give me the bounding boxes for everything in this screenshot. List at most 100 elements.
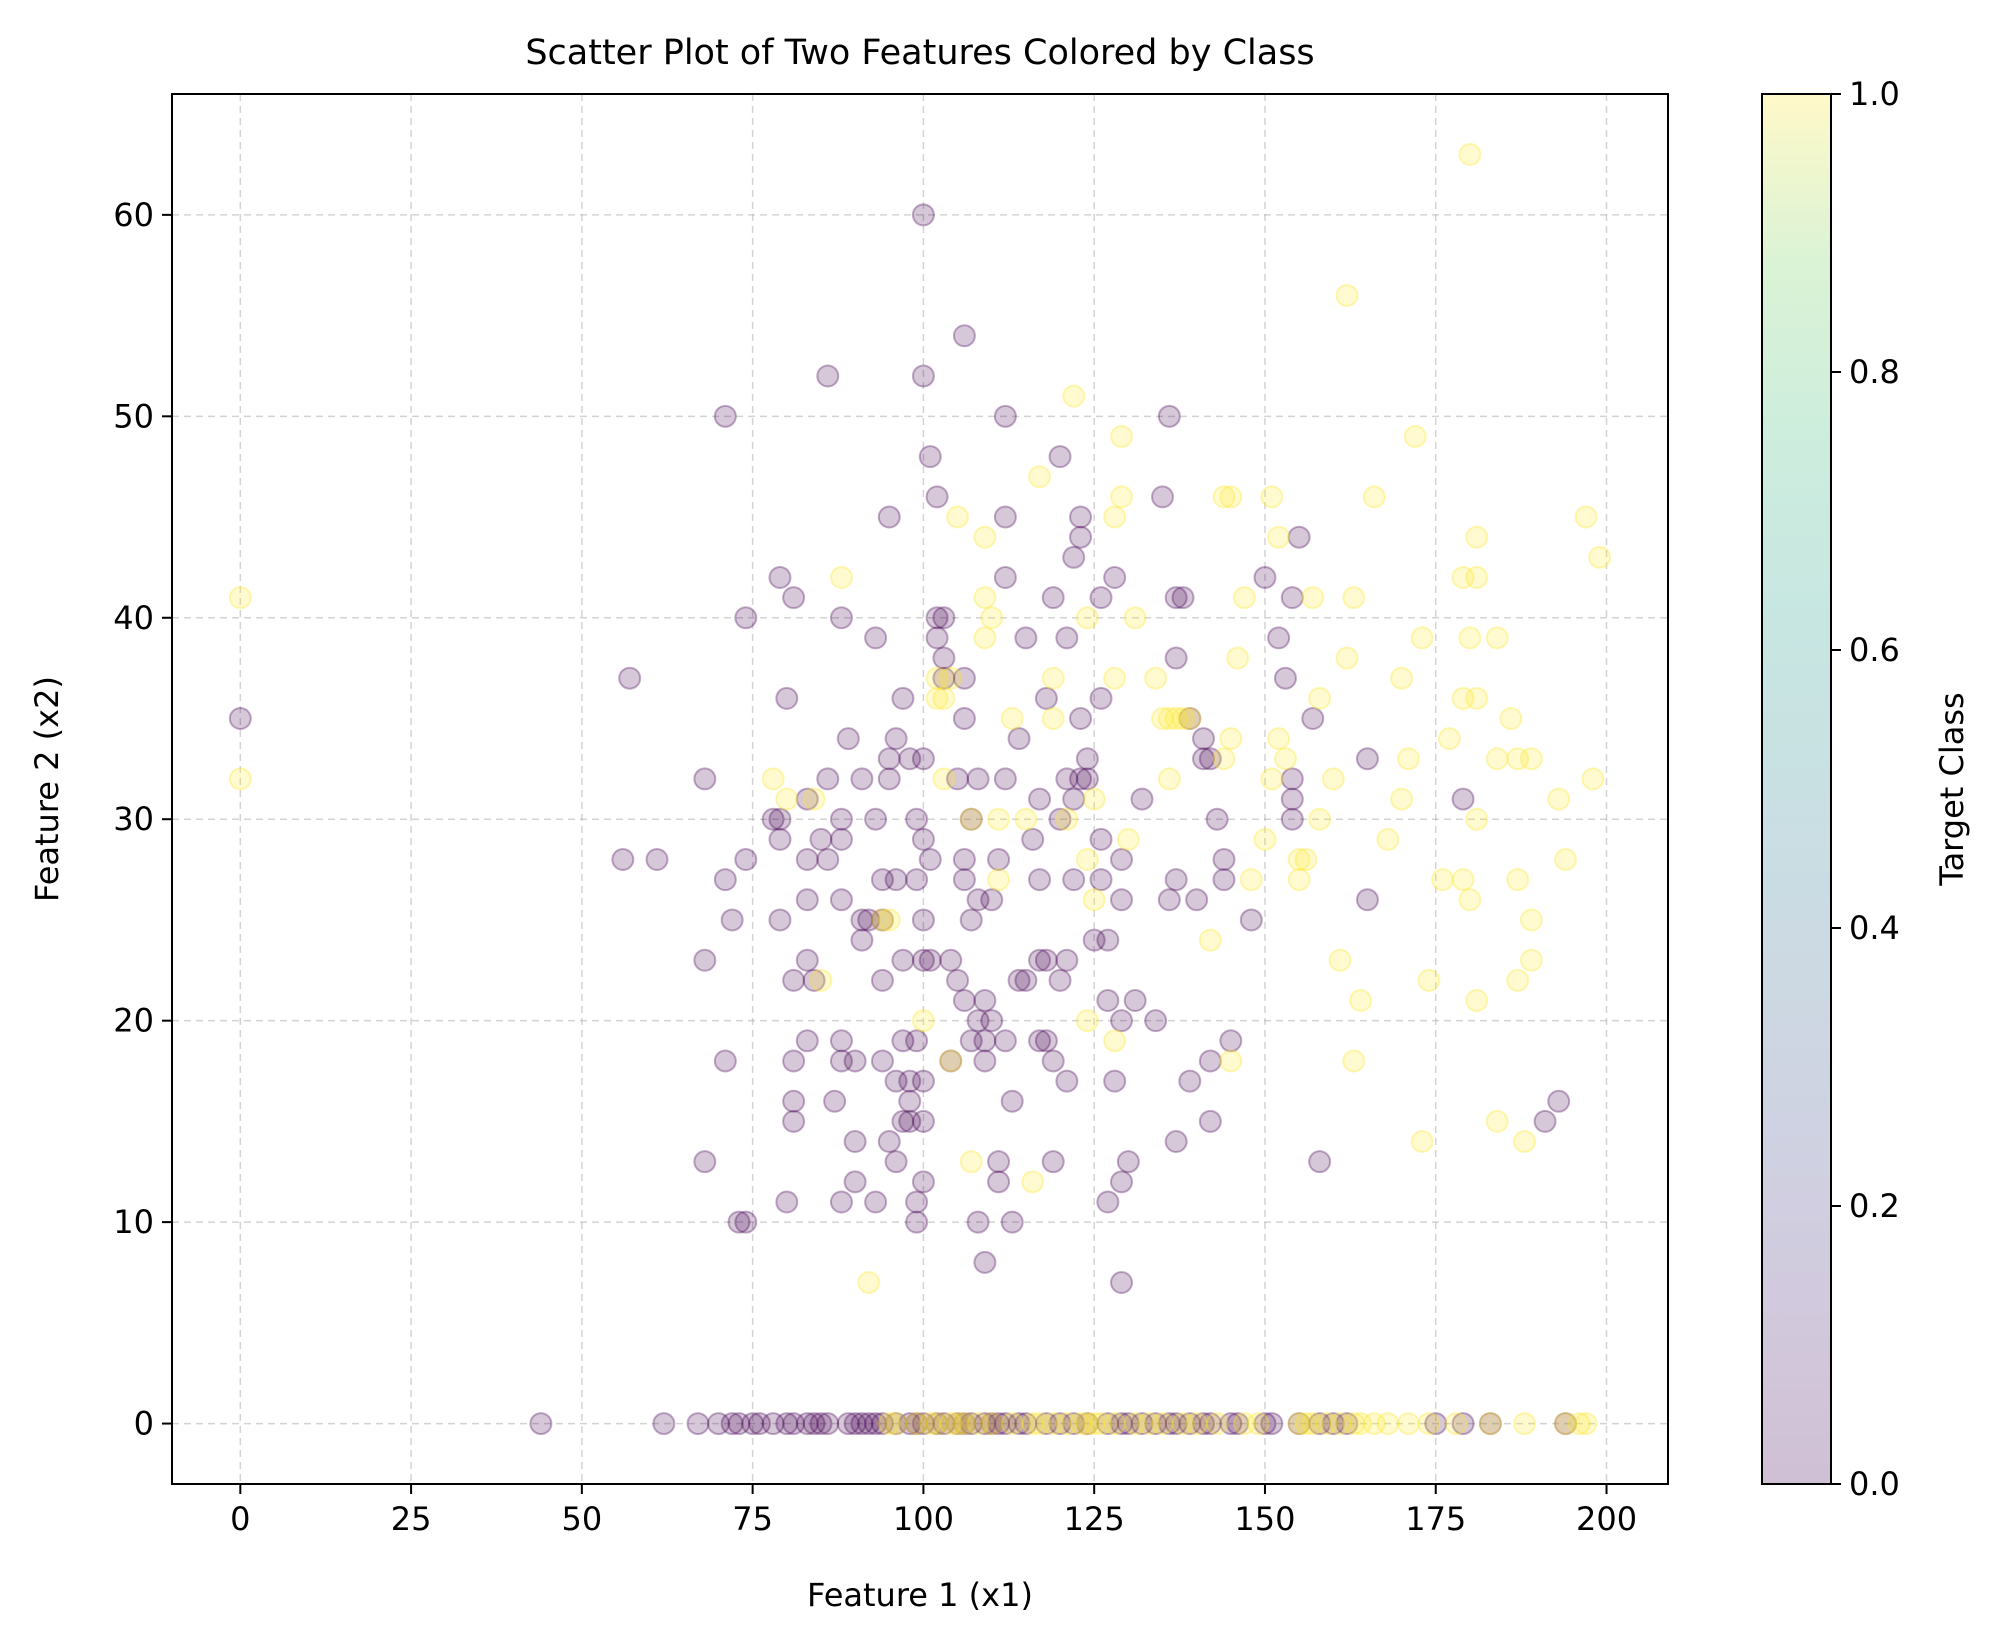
point-class-0 xyxy=(1164,1130,1188,1154)
points xyxy=(228,142,1612,1436)
x-tick-label: 100 xyxy=(893,1500,954,1538)
point-class-1 xyxy=(1103,505,1127,529)
point-class-0 xyxy=(1267,626,1291,650)
point-class-0 xyxy=(980,1009,1004,1033)
point-class-1 xyxy=(1349,989,1373,1013)
point-class-1 xyxy=(1458,626,1482,650)
point-class-0 xyxy=(1034,686,1058,710)
point-class-0 xyxy=(1198,1109,1222,1133)
point-class-1 xyxy=(1444,1412,1468,1436)
point-class-1 xyxy=(966,1412,990,1436)
point-class-0 xyxy=(1164,868,1188,892)
point-class-1 xyxy=(1328,1412,1352,1436)
point-class-0 xyxy=(911,364,935,388)
point-class-0 xyxy=(775,1190,799,1214)
point-class-1 xyxy=(1519,948,1543,972)
point-class-0 xyxy=(1103,1069,1127,1093)
colorbar-tick-label: 0.4 xyxy=(1849,909,1900,947)
point-class-1 xyxy=(1198,928,1222,952)
point-class-0 xyxy=(1007,1412,1031,1436)
point-class-0 xyxy=(952,868,976,892)
point-class-0 xyxy=(891,948,915,972)
point-class-0 xyxy=(911,1170,935,1194)
point-class-0 xyxy=(693,767,717,791)
point-class-0 xyxy=(809,827,833,851)
point-class-1 xyxy=(1485,747,1509,771)
point-class-1 xyxy=(918,1412,942,1436)
point-class-0 xyxy=(816,1412,840,1436)
point-class-0 xyxy=(1280,807,1304,831)
point-class-0 xyxy=(1123,989,1147,1013)
point-class-0 xyxy=(959,908,983,932)
point-class-1 xyxy=(1157,767,1181,791)
point-class-0 xyxy=(1226,1412,1250,1436)
point-class-0 xyxy=(973,1412,997,1436)
series-class-0 xyxy=(228,203,1578,1436)
point-class-1 xyxy=(1308,807,1332,831)
point-class-0 xyxy=(1219,1412,1243,1436)
point-class-0 xyxy=(652,1412,676,1436)
point-class-0 xyxy=(618,666,642,690)
point-class-0 xyxy=(980,888,1004,912)
point-class-0 xyxy=(1301,706,1325,730)
point-class-0 xyxy=(761,807,785,831)
point-class-0 xyxy=(775,1412,799,1436)
point-class-0 xyxy=(836,1412,860,1436)
point-class-1 xyxy=(1335,283,1359,307)
point-class-1 xyxy=(980,606,1004,630)
point-class-0 xyxy=(850,1412,874,1436)
point-class-1 xyxy=(1437,727,1461,751)
point-class-1 xyxy=(1342,1412,1366,1436)
point-class-0 xyxy=(993,505,1017,529)
point-class-0 xyxy=(802,1412,826,1436)
point-class-0 xyxy=(768,565,792,589)
point-class-1 xyxy=(1554,848,1578,872)
point-class-0 xyxy=(1185,888,1209,912)
point-class-1 xyxy=(1226,646,1250,670)
point-class-1 xyxy=(1055,807,1079,831)
point-class-0 xyxy=(877,505,901,529)
point-class-1 xyxy=(1458,142,1482,166)
point-class-1 xyxy=(1451,565,1475,589)
point-class-0 xyxy=(1055,948,1079,972)
point-class-1 xyxy=(1089,1412,1113,1436)
point-class-0 xyxy=(966,1210,990,1234)
point-class-0 xyxy=(775,686,799,710)
point-class-0 xyxy=(782,1109,806,1133)
point-class-0 xyxy=(877,767,901,791)
point-class-1 xyxy=(1362,485,1386,509)
point-class-0 xyxy=(884,868,908,892)
point-class-1 xyxy=(1465,525,1489,549)
point-class-0 xyxy=(1007,968,1031,992)
point-class-1 xyxy=(1103,1412,1127,1436)
point-class-1 xyxy=(1246,1412,1270,1436)
point-class-1 xyxy=(1513,1412,1537,1436)
point-class-0 xyxy=(987,1170,1011,1194)
point-class-1 xyxy=(1103,1029,1127,1053)
point-class-1 xyxy=(1390,787,1414,811)
point-class-0 xyxy=(1062,1412,1086,1436)
point-class-1 xyxy=(1212,747,1236,771)
point-class-0 xyxy=(795,948,819,972)
x-tick-label: 25 xyxy=(391,1500,432,1538)
point-class-0 xyxy=(959,1029,983,1053)
point-class-1 xyxy=(1239,868,1263,892)
point-class-0 xyxy=(611,848,635,872)
point-class-0 xyxy=(816,364,840,388)
point-class-0 xyxy=(918,948,942,972)
point-class-0 xyxy=(898,747,922,771)
point-class-1 xyxy=(1069,1412,1093,1436)
point-class-1 xyxy=(1082,888,1106,912)
point-class-1 xyxy=(1205,1412,1229,1436)
point-class-0 xyxy=(734,848,758,872)
y-tick-label: 10 xyxy=(113,1203,154,1241)
point-class-1 xyxy=(1151,706,1175,730)
point-class-1 xyxy=(775,787,799,811)
point-class-0 xyxy=(1178,1069,1202,1093)
point-class-0 xyxy=(1000,1089,1024,1113)
point-class-0 xyxy=(870,908,894,932)
point-class-1 xyxy=(973,626,997,650)
point-class-0 xyxy=(911,1109,935,1133)
point-class-0 xyxy=(1048,807,1072,831)
point-class-1 xyxy=(1301,586,1325,610)
